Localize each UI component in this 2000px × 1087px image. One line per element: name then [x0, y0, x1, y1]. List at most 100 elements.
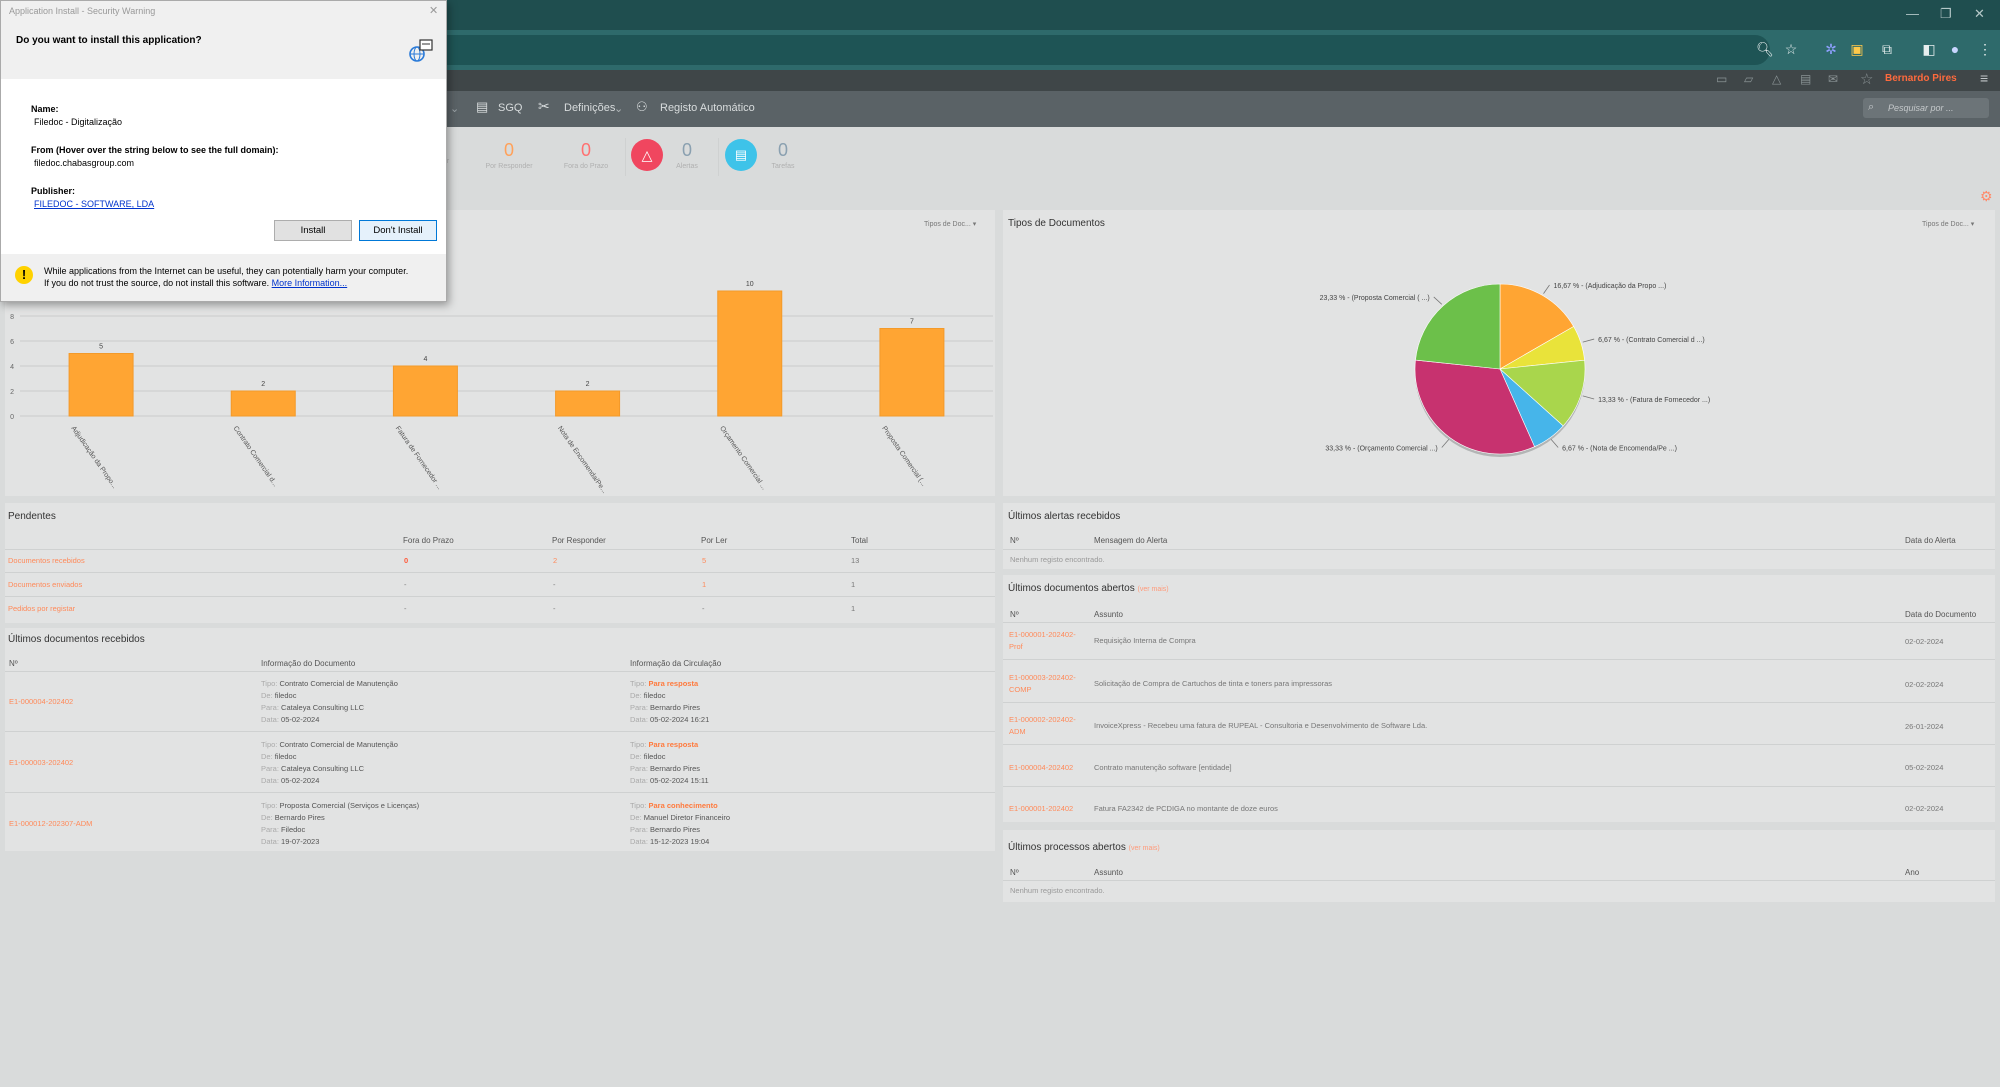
processos-more-link[interactable]: (ver mais): [1128, 845, 1160, 852]
nav-item-definicoes[interactable]: Definições: [564, 102, 616, 114]
pie-slice: [1499, 283, 1575, 370]
user-name[interactable]: Bernardo Pires: [1885, 73, 1957, 84]
bar-value-label: 2: [261, 381, 265, 388]
aberto-number[interactable]: E1-000001-202402: [1009, 804, 1074, 813]
extension-folder-icon[interactable]: ▣: [1850, 41, 1864, 57]
pendentes-cell: -: [702, 604, 705, 613]
bar: [879, 328, 945, 417]
counter-fora-do-prazo[interactable]: 0 Fora do Prazo: [556, 140, 616, 170]
bar: [392, 365, 458, 417]
dialog-close-icon[interactable]: ✕: [429, 5, 439, 17]
publisher-link[interactable]: FILEDOC - SOFTWARE, LDA: [34, 199, 155, 209]
dropdown-value: Tipos de Doc...: [1922, 221, 1969, 228]
pendentes-row-name[interactable]: Documentos enviados: [8, 580, 83, 589]
aberto-number-suffix[interactable]: ADM: [1009, 727, 1026, 736]
row-divider: [5, 792, 995, 793]
favorites-star-icon[interactable]: ☆: [1860, 71, 1874, 88]
pendentes-cell[interactable]: 0: [404, 556, 409, 565]
install-button[interactable]: Install: [274, 220, 352, 241]
bookmark-star-icon[interactable]: ☆: [1784, 41, 1798, 57]
counter-value: 0: [503, 140, 514, 160]
field-key: Tipo:: [630, 679, 647, 688]
close-window-button[interactable]: ✕: [1974, 6, 1985, 21]
aberto-subject[interactable]: Fatura FA2342 de PCDIGA no montante de d…: [1094, 804, 1278, 813]
doc-date: 05-02-2024: [281, 776, 320, 785]
user-icon: ⚇: [636, 99, 648, 114]
abertos-header: Nº: [1010, 610, 1019, 619]
counter-por-responder[interactable]: 0 Por Responder: [479, 140, 539, 170]
bar-value-label: 4: [423, 356, 427, 363]
dialog-warning-area: [1, 254, 446, 301]
folder-icon[interactable]: ▱: [1744, 72, 1754, 86]
clipboard-icon[interactable]: ▤: [1800, 72, 1812, 86]
nav-item-registo-automatico[interactable]: Registo Automático: [660, 102, 755, 114]
field-key: De:: [630, 691, 642, 700]
pendentes-cell[interactable]: 2: [553, 556, 558, 565]
tools-icon: ✂: [538, 98, 550, 114]
counter-value: 0: [580, 140, 591, 160]
sgq-icon: ▤: [476, 99, 489, 114]
aberto-number-suffix[interactable]: COMP: [1009, 685, 1032, 694]
bar-chart-type-dropdown[interactable]: Tipos de Doc... ▾: [924, 221, 977, 228]
counter-alertas[interactable]: 0 Alertas: [657, 140, 717, 170]
extension-gear-icon[interactable]: ✲: [1825, 41, 1837, 57]
pendentes-row-name[interactable]: Documentos recebidos: [8, 556, 85, 565]
row-divider: [5, 596, 995, 597]
name-value: Filedoc - Digitalização: [34, 117, 123, 127]
field-key: Tipo:: [261, 801, 278, 810]
aberto-subject[interactable]: Contrato manutenção software [entidade]: [1094, 763, 1232, 772]
aberto-subject[interactable]: InvoiceXpress - Recebeu uma fatura de RU…: [1094, 721, 1428, 730]
doc-to: Cataleya Consulting LLC: [281, 764, 364, 773]
dont-install-button[interactable]: Don't Install: [359, 220, 437, 241]
definicoes-chevron-icon[interactable]: ⌄: [614, 103, 624, 115]
pendentes-cell: 13: [851, 556, 860, 565]
aberto-number-suffix[interactable]: Prof: [1009, 642, 1023, 651]
processos-panel: [1003, 830, 1995, 902]
pie-chart-type-dropdown[interactable]: Tipos de Doc... ▾: [1922, 221, 1975, 228]
minimize-button[interactable]: —: [1906, 6, 1919, 21]
side-panel-icon[interactable]: ◧: [1922, 41, 1936, 57]
from-value[interactable]: filedoc.chabasgroup.com: [34, 158, 135, 168]
more-information-link[interactable]: More Information...: [271, 278, 348, 288]
extensions-puzzle-icon[interactable]: ⧉: [1882, 41, 1892, 57]
restore-button[interactable]: ❐: [1940, 6, 1952, 21]
nav-item-sgq[interactable]: SGQ: [498, 102, 523, 114]
pendentes-cell[interactable]: 5: [702, 556, 707, 565]
doc-type: Proposta Comercial (Serviços e Licenças): [279, 801, 420, 810]
nav-chevron-icon[interactable]: ⌄: [450, 103, 460, 115]
field-key: De:: [630, 813, 642, 822]
mail-icon[interactable]: ✉: [1828, 72, 1839, 86]
zoom-icon[interactable]: 🔍︎: [1756, 41, 1774, 57]
bar: [68, 353, 134, 417]
bar: [717, 290, 783, 417]
warning-line-1: While applications from the Internet can…: [44, 266, 409, 276]
recebido-number[interactable]: E1-000003-202402: [9, 758, 74, 767]
aberto-number[interactable]: E1-000003-202402-: [1009, 673, 1076, 682]
hamburger-menu-icon[interactable]: ≡: [1980, 70, 1989, 86]
recebido-number[interactable]: E1-000012-202307-ADM: [9, 819, 93, 828]
pendentes-cell[interactable]: 1: [702, 580, 707, 589]
recebido-number[interactable]: E1-000004-202402: [9, 697, 74, 706]
field-key: Tipo:: [630, 801, 647, 810]
aberto-number[interactable]: E1-000004-202402: [1009, 763, 1074, 772]
doc-type: Contrato Comercial de Manutenção: [279, 679, 398, 688]
pie-slice: [1414, 359, 1535, 455]
row-divider: [1003, 744, 1995, 745]
counter-tarefas[interactable]: 0 Tarefas: [753, 140, 813, 170]
aberto-number[interactable]: E1-000002-202402-: [1009, 715, 1076, 724]
settings-gear-icon[interactable]: ⚙: [1980, 188, 1993, 204]
document-icon[interactable]: ▭: [1716, 72, 1728, 86]
aberto-subject[interactable]: Solicitação de Compra de Cartuchos de ti…: [1094, 679, 1333, 688]
bell-icon[interactable]: △: [1772, 72, 1782, 86]
address-bar[interactable]: [420, 35, 1770, 65]
pendentes-row-name[interactable]: Pedidos por registar: [8, 604, 76, 613]
search-input[interactable]: [1863, 98, 1989, 118]
browser-menu-icon[interactable]: ⋮: [1978, 41, 1992, 57]
aberto-number[interactable]: E1-000001-202402-: [1009, 630, 1076, 639]
profile-avatar[interactable]: ●: [1950, 41, 1960, 57]
publisher-label: Publisher:: [31, 186, 76, 196]
dialog-title: Application Install - Security Warning: [9, 6, 156, 16]
aberto-subject[interactable]: Requisição Interna de Compra: [1094, 636, 1196, 645]
field-key: De:: [261, 752, 273, 761]
abertos-more-link[interactable]: (ver mais): [1137, 586, 1169, 593]
